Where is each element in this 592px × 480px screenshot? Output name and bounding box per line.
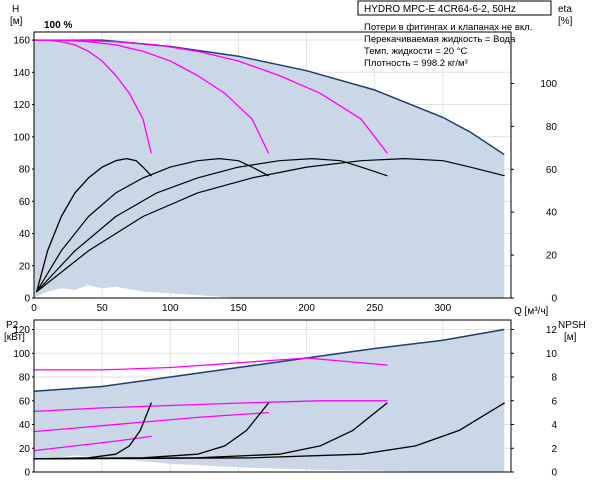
note-fittings: Потери в фитингах и клапанах не вкл. [364, 22, 532, 33]
x-tick-6: 300 [435, 303, 452, 314]
chart-title: HYDRO MPC-E 4CR64-6-2, 50Hz [364, 4, 516, 15]
y-right-tick-top-3: 60 [546, 165, 558, 176]
x-tick-0: 0 [31, 303, 37, 314]
y-left-tick-bot-1: 20 [19, 444, 31, 455]
top-series-head-2 [33, 39, 388, 154]
y-right-tick-top-4: 80 [546, 122, 558, 133]
top-series-efficiency-6 [36, 158, 505, 293]
y-left-tick-bot-3: 60 [19, 396, 31, 407]
bottom-series-group [33, 357, 505, 460]
y-left-tick-top-2: 40 [19, 229, 31, 240]
top-series-group [33, 39, 505, 293]
y-right-tick-top-2: 40 [546, 208, 558, 219]
note-liquid: Перекачиваемая жидкость = Вода [364, 34, 516, 45]
title-box [357, 0, 552, 16]
x-tick-2: 100 [162, 303, 179, 314]
x-axis-label: Q [м³/ч] [514, 306, 549, 317]
y-right-tick-bot-6: 12 [546, 325, 558, 336]
top-operating-range [34, 40, 505, 298]
y-left-tick-bot-0: 0 [24, 468, 30, 479]
top-series-head-0 [33, 39, 152, 154]
y-left-tick-top-8: 160 [13, 36, 30, 47]
note-temperature: Темп. жидкости = 20 °C [364, 46, 467, 57]
y-left-tick-top-3: 60 [19, 197, 31, 208]
y-left-unit-top: [м] [10, 16, 23, 27]
y-left-tick-bot-6: 120 [13, 325, 30, 336]
y-right-tick-bot-0: 0 [551, 468, 557, 479]
y-left-tick-top-7: 140 [13, 68, 30, 79]
bottom-envelope-curve [33, 328, 505, 393]
y-right-label-bottom: NPSH [558, 320, 586, 331]
note-density: Плотность = 998.2 кг/м³ [364, 58, 468, 69]
x-tick-4: 200 [298, 303, 315, 314]
y-left-tick-bot-2: 40 [19, 420, 31, 431]
y-left-unit-bottom: [кВт] [4, 332, 25, 343]
y-left-label-bottom: P2 [6, 320, 19, 331]
y-right-unit-top: [%] [558, 16, 573, 27]
y-left-label-top: H [12, 4, 19, 15]
top-series-head-1 [33, 39, 270, 154]
x-tick-1: 50 [97, 303, 109, 314]
y-left-tick-top-1: 20 [19, 261, 31, 272]
bot-series-power-0 [33, 435, 152, 452]
y-right-tick-bot-3: 6 [551, 396, 557, 407]
y-right-tick-top-0: 0 [551, 294, 557, 305]
y-right-label-top: eta [558, 4, 572, 15]
bot-series-power-2 [33, 400, 388, 413]
y-left-tick-top-4: 80 [19, 165, 31, 176]
y-right-tick-top-1: 20 [546, 251, 558, 262]
y-left-tick-top-5: 100 [13, 132, 30, 143]
bottom-plot-frame [33, 319, 512, 473]
y-right-tick-bot-4: 8 [551, 373, 557, 384]
y-right-tick-bot-2: 4 [551, 420, 557, 431]
speed-label: 100 % [44, 20, 72, 31]
y-left-tick-bot-4: 80 [19, 373, 31, 384]
bot-series-power-3 [33, 357, 388, 371]
y-right-tick-bot-1: 2 [551, 444, 557, 455]
y-left-tick-bot-5: 100 [13, 349, 30, 360]
top-plot-frame [33, 31, 512, 299]
y-right-tick-bot-5: 10 [546, 349, 558, 360]
top-series-efficiency-3 [36, 157, 152, 293]
bot-series-npsh-7 [33, 402, 505, 460]
top-series-efficiency-4 [36, 158, 269, 293]
y-left-tick-top-0: 0 [24, 294, 30, 305]
y-right-unit-bottom: [м] [564, 332, 577, 343]
x-tick-5: 250 [366, 303, 383, 314]
y-left-tick-top-6: 120 [13, 100, 30, 111]
top-tick-labels: 0 20 40 60 80 100 120 140 160 0 20 40 60 80 100 0 50 100 1… [13, 36, 557, 314]
x-tick-3: 150 [230, 303, 247, 314]
bottom-tick-labels: 0 20 40 60 80 100 120 0 2 4 6 8 10 12 [13, 325, 557, 479]
y-right-tick-top-5: 100 [540, 79, 557, 90]
